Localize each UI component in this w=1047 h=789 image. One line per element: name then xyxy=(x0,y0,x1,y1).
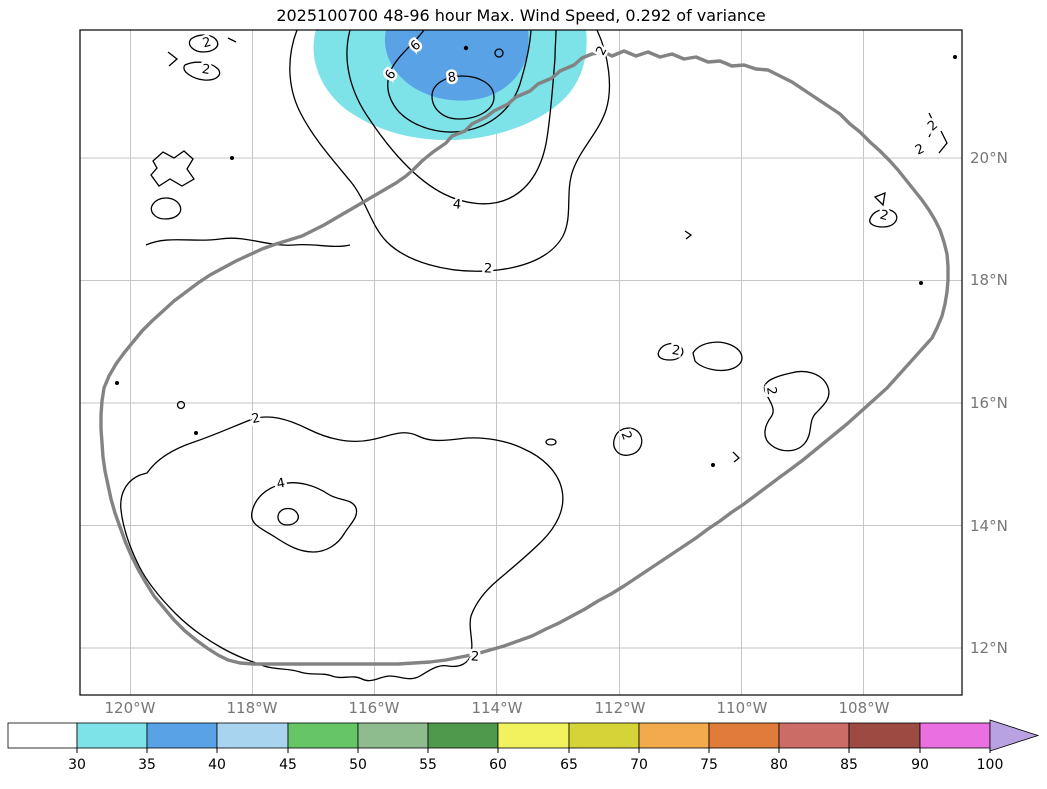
colorbar-tick-marks xyxy=(76,748,991,753)
colorbar-segment xyxy=(7,722,78,749)
colorbar-tick-label: 90 xyxy=(911,757,929,773)
colorbar-tick-label: 40 xyxy=(208,757,226,773)
gray-region-boundary xyxy=(99,49,950,666)
colorbar-tick-label: 70 xyxy=(630,757,648,773)
y-tick-label: 14°N xyxy=(970,517,1008,535)
colorbar-tick-label: 75 xyxy=(700,757,718,773)
x-tick-label: 110°W xyxy=(717,699,768,717)
colorbar-overflow-arrow xyxy=(989,719,1040,752)
colorbar-segment xyxy=(919,722,991,749)
colorbar-tick-label: 55 xyxy=(419,757,437,773)
colorbar-segment xyxy=(778,722,850,749)
contour-label: 2 xyxy=(470,649,479,665)
colorbar-segment xyxy=(497,722,570,749)
colorbar-tick-label: 60 xyxy=(489,757,507,773)
colorbar-segment xyxy=(287,722,359,749)
colorbar-segment xyxy=(427,722,499,749)
figure-title: 2025100700 48-96 hour Max. Wind Speed, 0… xyxy=(276,6,765,25)
y-tick-label: 18°N xyxy=(970,271,1008,289)
contour-label: 4 xyxy=(452,197,462,213)
colorbar-segment xyxy=(638,722,710,749)
x-tick-label: 108°W xyxy=(839,699,890,717)
colorbar-tick-label: 35 xyxy=(138,757,156,773)
colorbar-tick-label: 80 xyxy=(770,757,788,773)
plot-frame xyxy=(79,29,963,696)
grid-lines xyxy=(80,30,962,695)
x-tick-label: 114°W xyxy=(472,699,523,717)
colorbar-tick-label: 50 xyxy=(349,757,367,773)
colorbar-segment xyxy=(848,722,921,749)
colorbar-segment xyxy=(357,722,429,749)
y-tick-label: 16°N xyxy=(970,394,1008,412)
colorbar-tick-label: 65 xyxy=(560,757,578,773)
x-axis: 120°W 118°W 116°W 114°W 112°W 110°W 108°… xyxy=(105,699,890,717)
wind-contours xyxy=(115,30,957,682)
y-tick-label: 12°N xyxy=(970,639,1008,657)
colorbar: 30 35 40 45 50 55 60 65 70 75 80 85 90 1… xyxy=(7,719,1040,773)
colorbar-tick-label: 45 xyxy=(279,757,297,773)
shading-35-40 xyxy=(384,30,529,101)
x-tick-label: 116°W xyxy=(349,699,400,717)
x-tick-label: 112°W xyxy=(595,699,646,717)
colorbar-segment xyxy=(708,722,780,749)
x-tick-label: 120°W xyxy=(105,699,156,717)
colorbar-segment xyxy=(146,722,218,749)
colorbar-tick-label: 30 xyxy=(68,757,86,773)
colorbar-segment xyxy=(216,722,289,749)
y-axis: 20°N 18°N 16°N 14°N 12°N xyxy=(970,149,1008,657)
colorbar-segment xyxy=(568,722,640,749)
y-tick-label: 20°N xyxy=(970,149,1008,167)
contour-label: 2 xyxy=(484,261,493,276)
colorbar-tick-label: 100 xyxy=(977,757,1004,773)
x-tick-label: 118°W xyxy=(227,699,278,717)
plot-area xyxy=(80,30,962,695)
colorbar-tick-label: 85 xyxy=(840,757,858,773)
colorbar-segment xyxy=(76,722,148,749)
